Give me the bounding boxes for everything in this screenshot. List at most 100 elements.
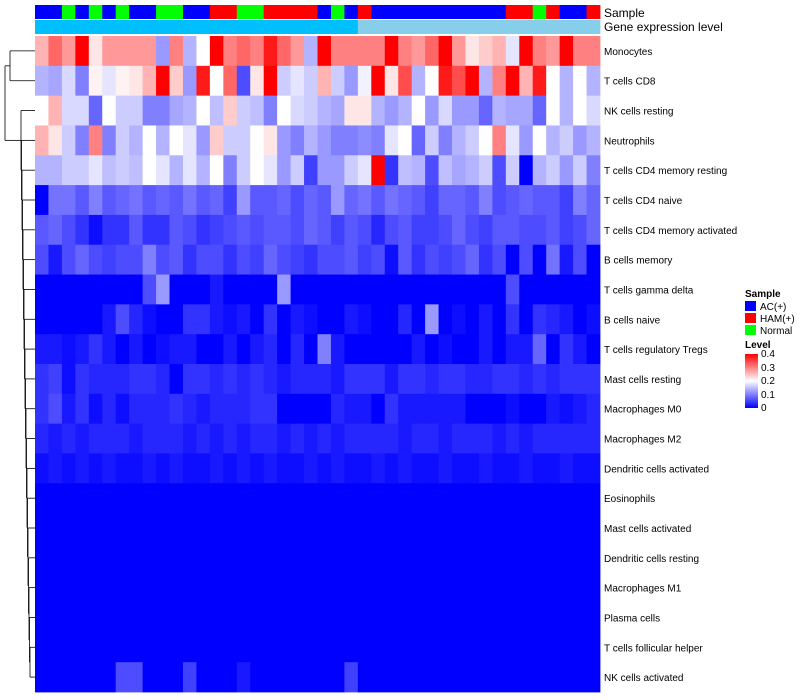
heatmap-cell	[573, 244, 587, 275]
heatmap-cell	[304, 304, 318, 335]
heatmap-cell	[573, 542, 587, 574]
heatmap-cell	[344, 36, 359, 67]
heatmap-cell	[209, 185, 224, 216]
heatmap-cell	[61, 274, 76, 305]
heatmap-cell	[102, 95, 117, 126]
heatmap-cell	[425, 36, 439, 67]
heatmap-cell	[398, 513, 413, 544]
expression-annotation-cell	[142, 20, 157, 34]
heatmap-cell	[304, 542, 318, 574]
heatmap-cell	[317, 125, 332, 156]
heatmap-cell	[48, 185, 63, 216]
heatmap-cell	[169, 632, 184, 663]
expression-annotation-cell	[559, 20, 574, 34]
heatmap-cell	[371, 662, 386, 693]
heatmap-cell	[398, 423, 413, 454]
heatmap-cell	[586, 244, 601, 275]
heatmap-cell	[519, 125, 534, 156]
heatmap-cell	[250, 65, 265, 97]
heatmap-cell	[142, 125, 157, 156]
heatmap-cell	[142, 393, 157, 425]
heatmap-cell	[48, 214, 63, 246]
legend-label-normal: Normal	[760, 326, 792, 337]
heatmap-cell	[330, 95, 345, 126]
heatmap-cell	[505, 185, 520, 216]
heatmap-cell	[290, 274, 305, 305]
heatmap-cell	[411, 513, 426, 544]
sample-annotation-cell	[142, 5, 157, 19]
heatmap-cell	[425, 542, 439, 574]
heatmap-cell	[478, 542, 493, 574]
heatmap-cell	[573, 95, 587, 126]
heatmap-cell	[88, 483, 103, 514]
heatmap-cell	[505, 393, 520, 425]
heatmap-cell	[398, 214, 413, 246]
heatmap-cell	[492, 662, 507, 693]
heatmap-cell	[169, 423, 184, 454]
row-label: B cells naive	[604, 315, 661, 326]
heatmap-cell	[102, 602, 117, 633]
heatmap-cell	[290, 244, 305, 275]
heatmap-cell	[75, 155, 90, 186]
heatmap-cell	[75, 453, 90, 484]
heatmap-cell	[48, 393, 63, 425]
heatmap-cell	[573, 334, 587, 365]
heatmap-cell	[142, 453, 157, 484]
heatmap-cell	[505, 662, 520, 693]
heatmap-cell	[317, 632, 332, 663]
heatmap-cell	[317, 662, 332, 693]
sample-annotation-cell	[546, 5, 561, 19]
expression-annotation-cell	[492, 20, 507, 34]
heatmap-cell	[263, 483, 278, 514]
heatmap-cell	[532, 214, 547, 246]
heatmap-cell	[330, 513, 345, 544]
heatmap-cell	[290, 214, 305, 246]
sample-annotation-cell	[384, 5, 399, 19]
heatmap-cell	[48, 513, 63, 544]
heatmap-cell	[519, 632, 534, 663]
heatmap-cell	[371, 244, 386, 275]
heatmap-cell	[452, 364, 466, 395]
heatmap-cell	[532, 274, 547, 305]
heatmap-cell	[304, 244, 318, 275]
heatmap-cell	[250, 453, 265, 484]
row-label: NK cells activated	[604, 673, 683, 684]
heatmap-cell	[317, 483, 332, 514]
heatmap-cell	[438, 36, 453, 67]
heatmap-cell	[344, 393, 359, 425]
heatmap-cell	[236, 453, 251, 484]
row-label: Macrophages M1	[604, 584, 682, 595]
heatmap-cell	[236, 95, 251, 126]
heatmap-cell	[559, 423, 574, 454]
heatmap-cell	[129, 453, 144, 484]
heatmap-cell	[263, 95, 278, 126]
heatmap-cell	[411, 274, 426, 305]
heatmap-cell	[182, 214, 197, 246]
heatmap-cell	[371, 334, 386, 365]
heatmap-cell	[196, 453, 211, 484]
heatmap-cell	[102, 364, 117, 395]
heatmap-cell	[61, 95, 76, 126]
row-label: T cells CD4 naive	[604, 196, 683, 207]
row-label: Macrophages M0	[604, 405, 682, 416]
heatmap-cell	[223, 334, 238, 365]
heatmap-cell	[330, 304, 345, 335]
heatmap-cell	[263, 632, 278, 663]
heatmap-cell	[344, 662, 359, 693]
heatmap-cell	[115, 483, 130, 514]
heatmap-cell	[344, 423, 359, 454]
heatmap-cell	[142, 244, 157, 275]
expression-annotation-cell	[129, 20, 144, 34]
heatmap-cell	[344, 214, 359, 246]
heatmap-cell	[357, 513, 372, 544]
heatmap-cell	[357, 632, 372, 663]
heatmap-cell	[35, 513, 49, 544]
heatmap-cell	[35, 125, 49, 156]
heatmap-cell	[250, 304, 265, 335]
heatmap-cell	[317, 364, 332, 395]
heatmap-cell	[35, 423, 49, 454]
heatmap-cell	[61, 364, 76, 395]
heatmap-cell	[196, 662, 211, 693]
heatmap-cell	[478, 602, 493, 633]
